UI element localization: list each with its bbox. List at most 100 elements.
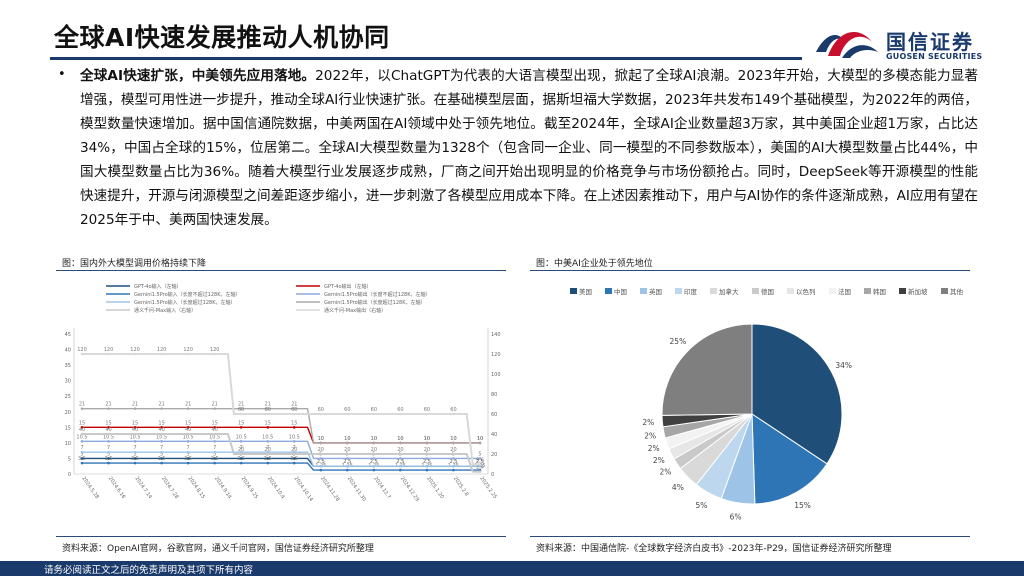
series-point: [372, 468, 376, 472]
y-left-tick-label: 15: [65, 425, 71, 431]
data-label: 120: [210, 347, 220, 353]
legend-label: 美国: [579, 287, 592, 296]
y-left-tick-label: 45: [65, 332, 71, 338]
legend-swatch: [605, 288, 612, 294]
series-point: [107, 426, 110, 429]
series-point: [160, 352, 163, 356]
data-label: 2.5: [370, 459, 378, 465]
series-line: [82, 462, 480, 471]
x-tick-label: 2024.7.28: [160, 476, 180, 500]
data-label: 7: [107, 445, 110, 451]
x-tick-label: 2025.2.8: [452, 476, 470, 498]
right-chart-source: 资料来源：中国通信院-《全球数字经济白皮书》-2023年-P29，国信证券经济研…: [536, 544, 892, 554]
series-point: [319, 457, 323, 460]
data-label: 2.5: [343, 459, 351, 465]
legend-label: 加拿大: [719, 287, 739, 296]
y-right-tick-label: 0: [491, 472, 494, 478]
series-point: [107, 440, 110, 443]
data-label: 10.5: [209, 434, 220, 440]
data-label: 7: [240, 445, 243, 451]
series-point: [319, 412, 323, 416]
guosen-logo-icon: [816, 31, 878, 58]
data-label: 60: [265, 407, 271, 413]
pie-label: 15%: [794, 501, 811, 510]
data-label: 10: [318, 436, 324, 442]
series-point: [213, 352, 216, 356]
pie-slice: [751, 413, 828, 505]
data-label: 20: [450, 447, 456, 453]
data-label: 3.5: [105, 456, 113, 462]
series-point: [292, 440, 296, 443]
x-tick-label: 2024.5.28: [80, 476, 100, 500]
legend-label: 通义千问-Max输入（右轴）: [134, 307, 196, 314]
series-point: [213, 450, 216, 454]
series-point: [319, 452, 323, 456]
left-chart-source: 资料来源：OpenAI官网，谷歌官网，通义千问官网，国信证券经济研究所整理: [62, 544, 374, 554]
y-left-tick-label: 0: [68, 472, 71, 478]
series-point: [452, 441, 455, 445]
pie-label: 25%: [670, 337, 687, 346]
legend-label: Gemini1.5Pro输入（长度超过128K，左轴）: [134, 299, 235, 306]
pie-label: 6%: [730, 513, 742, 522]
series-point: [372, 464, 376, 468]
left-chart-title-rule: [56, 270, 506, 271]
series-point: [160, 426, 163, 429]
data-label: 40: [132, 427, 138, 433]
data-label: 120: [104, 347, 114, 353]
footer-bar: 请务必阅读正文之后的免责声明及其项下所有内容: [0, 561, 1024, 576]
series-point: [425, 457, 429, 460]
x-tick-label: 2024.12.7: [372, 476, 392, 500]
series-point: [160, 440, 163, 443]
legend-label: 法国: [838, 287, 851, 296]
series-point: [399, 468, 402, 472]
series-point: [107, 457, 110, 460]
data-label: 10: [371, 436, 377, 442]
series-point: [266, 407, 270, 410]
series-point: [186, 407, 190, 410]
series-point: [239, 461, 243, 465]
series-line: [82, 440, 480, 460]
series-point: [213, 461, 216, 465]
series-point: [319, 464, 323, 468]
legend-swatch: [675, 288, 682, 294]
series-point: [107, 450, 110, 454]
price-line-chart: GPT-4o输入（左轴） GPT-4o输出（左轴） Gemini1.5Pro输入（长…: [65, 283, 501, 503]
series-line: [82, 426, 480, 444]
series-point: [213, 432, 216, 436]
series-point: [107, 461, 110, 465]
y-left-tick-label: 20: [65, 410, 71, 416]
pie-label: 2%: [653, 456, 665, 465]
data-label: 10.5: [262, 434, 273, 440]
data-label: 10: [344, 436, 350, 442]
data-label: 15: [238, 420, 244, 426]
series-point: [239, 407, 243, 410]
data-label: 7: [293, 445, 296, 451]
legend-label: 中国: [614, 287, 627, 296]
series-point: [160, 450, 163, 454]
data-label: 60: [450, 407, 456, 413]
series-point: [346, 468, 349, 472]
data-label: 3.5: [211, 456, 219, 462]
data-label: 40: [185, 427, 191, 433]
series-point: [239, 426, 243, 429]
series-point: [186, 440, 190, 443]
series-point: [239, 452, 243, 456]
series-point: [133, 432, 137, 436]
series-point: [186, 426, 190, 429]
series-point: [133, 426, 137, 429]
legend-label: 新加坡: [908, 287, 928, 296]
data-label: 5: [133, 451, 136, 457]
series-point: [425, 441, 429, 445]
data-label: 21: [79, 402, 85, 408]
pie-label: 4%: [672, 483, 684, 492]
data-label: 2.5: [449, 459, 457, 465]
y-left-tick-label: 40: [65, 348, 71, 354]
data-label: 2.4: [476, 465, 484, 471]
y-left-tick-label: 35: [65, 363, 71, 369]
series-point: [107, 432, 110, 436]
pie-label: 34%: [835, 361, 852, 370]
data-label: 21: [132, 402, 138, 408]
series-point: [266, 426, 270, 429]
data-label: 10.5: [236, 434, 247, 440]
legend-swatch: [752, 288, 759, 294]
